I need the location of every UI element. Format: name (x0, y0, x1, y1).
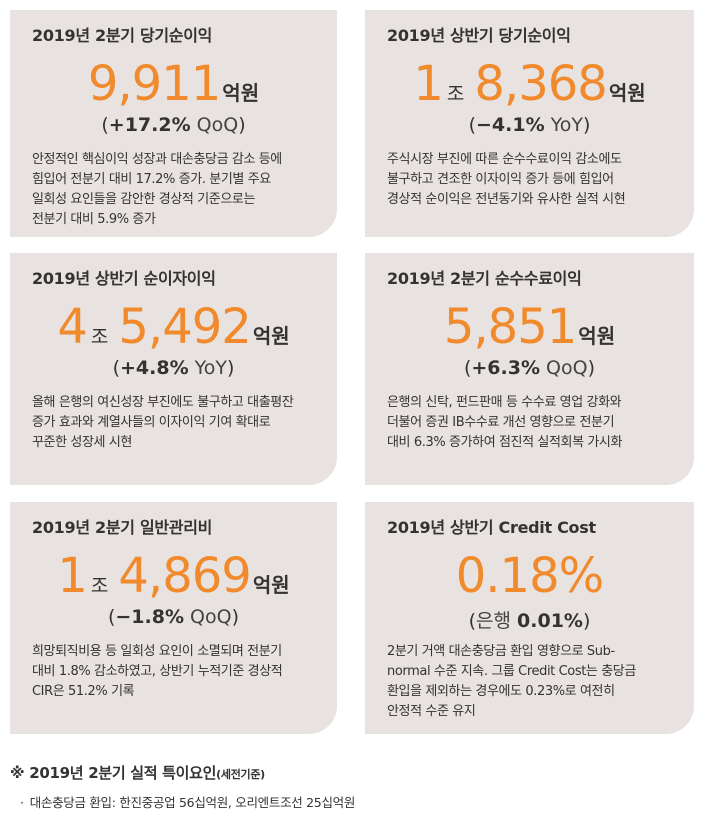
change-percent: −1.8% (115, 606, 185, 628)
footnote-subtitle: (세전기준) (216, 768, 265, 781)
metric-unit: 억원 (222, 81, 260, 105)
metric-value: 0.18% (365, 548, 694, 604)
metric-change: (−1.8% QoQ) (107, 606, 240, 628)
metric-number: 9,911 (87, 56, 221, 112)
reference-mark-icon: ※ (10, 764, 25, 782)
metric-change: (+4.8% YoY) (112, 357, 235, 379)
metric-change: (은행 0.01%) (468, 610, 591, 632)
footnote-title: ※ 2019년 2분기 실적 특이요인(세전기준) (10, 764, 265, 782)
metric-value: 1 조 8,368 억원 (365, 56, 694, 112)
card-q2-general-admin-expenses: 2019년 2분기 일반관리비 1 조 4,869 억원 (−1.8% QoQ) 희망… (10, 502, 337, 734)
card-description: 희망퇴직비용 등 일회성 요인이 소멸되며 전분기 대비 1.8% 감소하였고,… (32, 644, 283, 699)
card-h1-credit-cost: 2019년 상반기 Credit Cost 0.18% (은행 0.01%) 2… (365, 502, 694, 734)
change-prefix: 은행 (476, 610, 518, 632)
metric-number: 5,492 (118, 299, 251, 355)
card-description: 주식시장 부진에 따른 순수수료이익 감소에도 불구하고 견조한 이자이익 증가… (387, 152, 626, 207)
metric-number: 8,368 (474, 56, 607, 112)
metric-jo-number: 1 (413, 56, 444, 112)
change-basis: QoQ (190, 114, 239, 136)
change-percent: +17.2% (108, 114, 191, 136)
metric-number: 4,869 (118, 548, 251, 604)
card-description: 올해 은행의 여신성장 부진에도 불구하고 대출평잔 증가 효과와 계열사들의 … (32, 395, 294, 450)
card-description: 안정적인 핵심이익 성장과 대손충당금 감소 등에 힘입어 전분기 대비 17.… (32, 152, 282, 227)
change-percent: −4.1% (476, 114, 545, 136)
metric-value: 5,851 억원 (365, 299, 694, 355)
metric-number: 0.18% (455, 548, 604, 604)
card-title: 2019년 상반기 순이자이익 (32, 269, 216, 288)
metric-value: 4 조 5,492 억원 (10, 299, 337, 355)
card-title: 2019년 2분기 일반관리비 (32, 518, 213, 537)
metric-unit: 억원 (252, 573, 290, 597)
card-description: 은행의 신탁, 펀드판매 등 수수료 영업 강화와 더불어 증권 IB수수료 개… (387, 395, 623, 450)
metric-jo-number: 1 (57, 548, 88, 604)
metric-change: (+17.2% QoQ) (101, 114, 246, 136)
card-title: 2019년 상반기 당기순이익 (387, 26, 571, 45)
metric-value: 1 조 4,869 억원 (10, 548, 337, 604)
metric-jo-unit: 조 (90, 575, 109, 597)
change-basis: YoY (188, 357, 227, 379)
change-basis: QoQ (540, 357, 588, 379)
metric-unit: 억원 (578, 324, 616, 348)
metric-number: 5,851 (443, 299, 577, 355)
metric-jo-unit: 조 (446, 83, 465, 105)
change-basis: QoQ (184, 606, 232, 628)
change-percent: +4.8% (120, 357, 189, 379)
metric-jo-number: 4 (57, 299, 88, 355)
card-description: 2분기 거액 대손충당금 환입 영향으로 Sub- normal 수준 지속. … (387, 644, 636, 719)
footnote-item: · 대손충당금 환입: 한진중공업 56십억원, 오리엔트조선 25십억원 (20, 795, 356, 810)
metric-unit: 억원 (608, 81, 646, 105)
change-basis: YoY (544, 114, 583, 136)
card-title: 2019년 2분기 당기순이익 (32, 26, 213, 45)
metric-value: 9,911 억원 (10, 56, 337, 112)
card-title: 2019년 2분기 순수수료이익 (387, 269, 582, 288)
card-q2-net-income: 2019년 2분기 당기순이익 9,911 억원 (+17.2% QoQ) 안정적… (10, 10, 337, 237)
bullet-icon: · (20, 795, 24, 810)
card-h1-net-interest-income: 2019년 상반기 순이자이익 4 조 5,492 억원 (+4.8% YoY) 올해… (10, 253, 337, 485)
metric-jo-unit: 조 (90, 326, 109, 348)
metric-unit: 억원 (252, 324, 290, 348)
card-title: 2019년 상반기 Credit Cost (387, 518, 596, 537)
card-q2-net-fee-income: 2019년 2분기 순수수료이익 5,851 억원 (+6.3% QoQ) 은행의… (365, 253, 694, 485)
change-percent: +6.3% (471, 357, 541, 379)
metric-change: (+6.3% QoQ) (463, 357, 596, 379)
metric-change: (−4.1% YoY) (468, 114, 591, 136)
card-h1-net-income: 2019년 상반기 당기순이익 1 조 8,368 억원 (−4.1% YoY) 주식… (365, 10, 694, 237)
change-percent: 0.01% (517, 610, 583, 632)
